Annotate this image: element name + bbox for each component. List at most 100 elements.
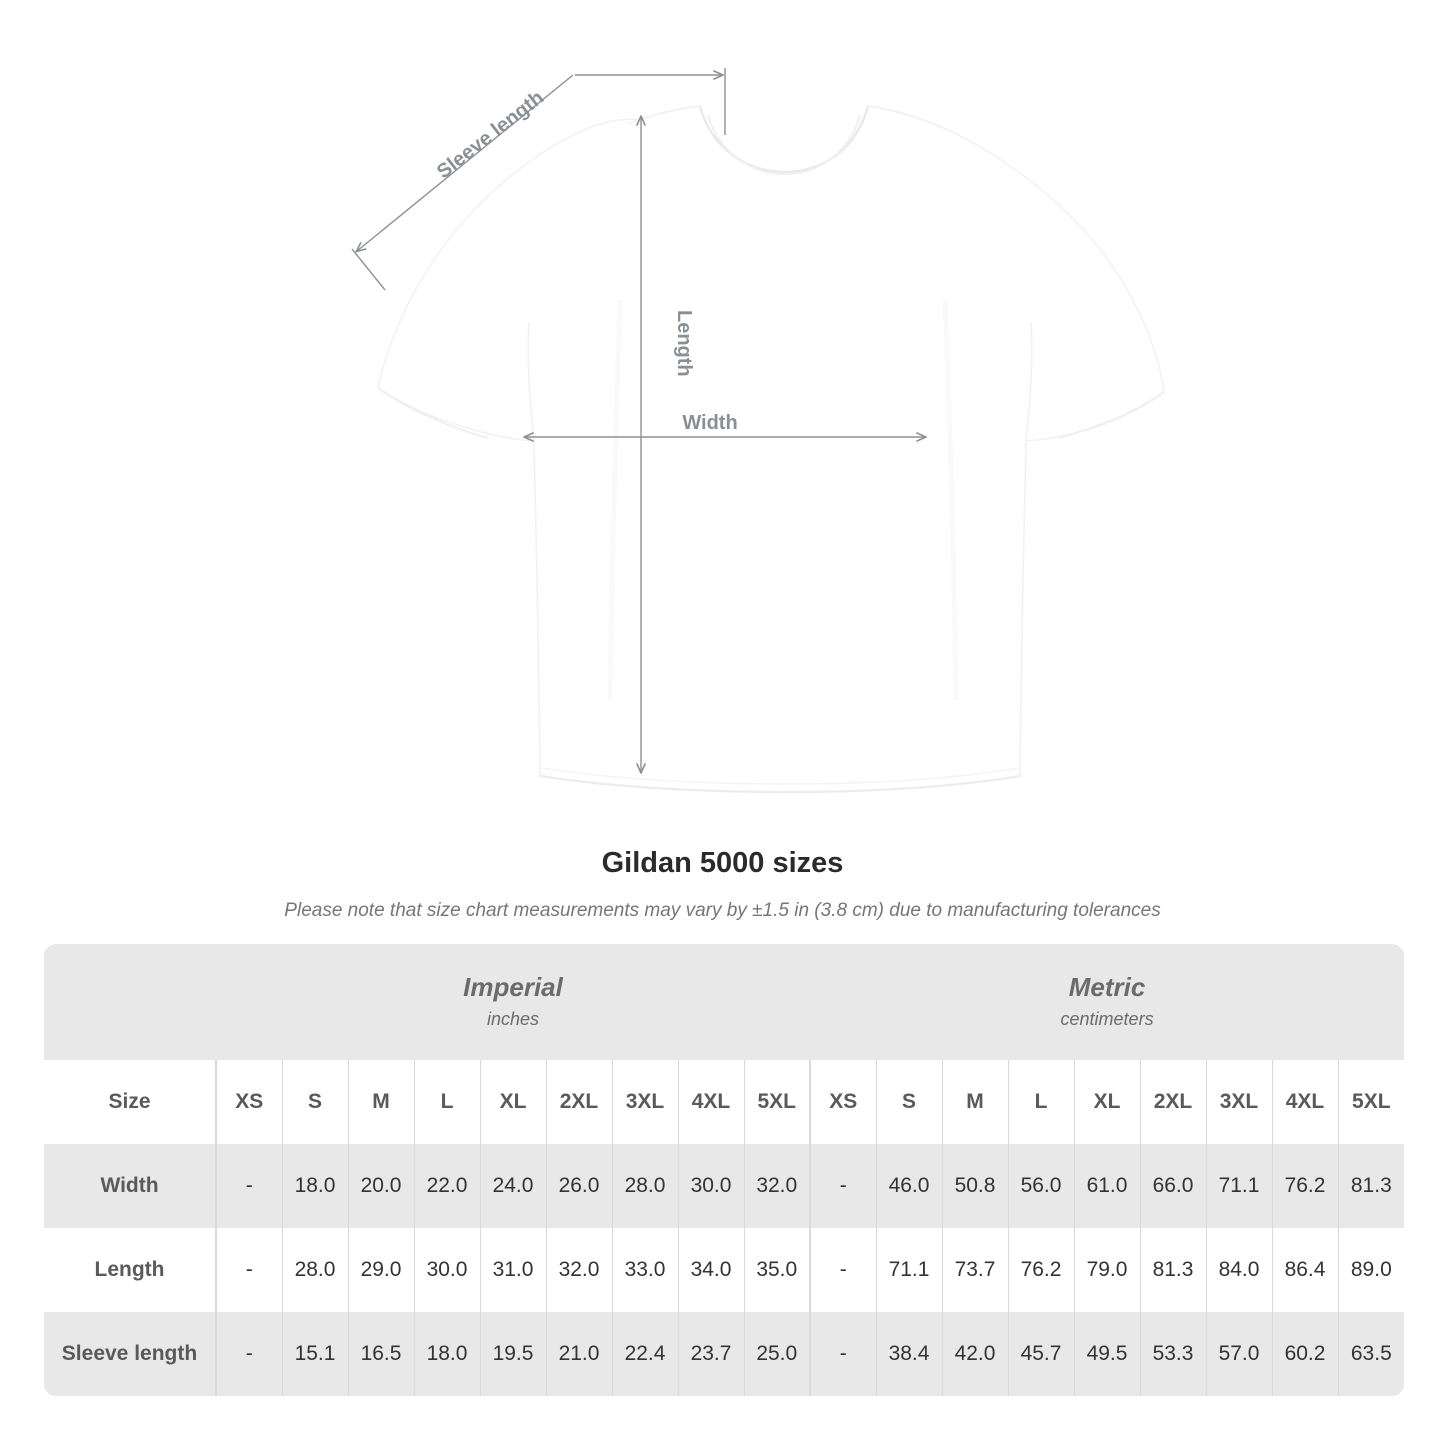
cell-length-imperial-m: 29.0	[347, 1228, 414, 1312]
size-header-metric-s: S	[875, 1060, 943, 1144]
cell-length-metric-3xl: 84.0	[1205, 1228, 1273, 1312]
shirt-body	[377, 105, 1165, 793]
cell-length-imperial-xl: 31.0	[479, 1228, 546, 1312]
cell-width-imperial-3xl: 28.0	[611, 1144, 678, 1228]
cell-length-imperial-xs: -	[215, 1228, 282, 1312]
cell-width-imperial-2xl: 26.0	[545, 1144, 612, 1228]
cell-sleeve-length-imperial-m: 16.5	[347, 1312, 414, 1396]
cell-length-imperial-3xl: 33.0	[611, 1228, 678, 1312]
cell-sleeve-length-imperial-xs: -	[215, 1312, 282, 1396]
unit-group-metric: Metric centimeters	[810, 944, 1405, 1060]
length-dimension: Length	[636, 115, 695, 774]
size-header-imperial-5xl: 5XL	[743, 1060, 811, 1144]
cell-sleeve-length-metric-5xl: 63.5	[1337, 1312, 1405, 1396]
cell-sleeve-length-metric-xl: 49.5	[1073, 1312, 1141, 1396]
measurement-label: Length	[44, 1228, 216, 1312]
size-header-imperial-4xl: 4XL	[677, 1060, 744, 1144]
unit-group-subtitle: inches	[486, 1009, 540, 1029]
cell-sleeve-length-imperial-5xl: 25.0	[743, 1312, 811, 1396]
size-header-metric-l: L	[1007, 1060, 1075, 1144]
size-header-imperial-s: S	[281, 1060, 348, 1144]
left-shoulder-fold	[627, 105, 701, 125]
size-table: Imperial inches Metric centimeters Size XS S M L…	[44, 944, 1405, 1396]
cell-length-imperial-5xl: 35.0	[743, 1228, 811, 1312]
cell-width-metric-xs: -	[809, 1144, 877, 1228]
unit-banner-spacer	[44, 944, 216, 1060]
unit-group-name: Imperial	[463, 972, 563, 1002]
size-header-label: Size	[44, 1060, 216, 1144]
cell-length-metric-5xl: 89.0	[1337, 1228, 1405, 1312]
size-header-imperial-xl: XL	[479, 1060, 546, 1144]
cell-width-imperial-s: 18.0	[281, 1144, 348, 1228]
cell-width-imperial-xl: 24.0	[479, 1144, 546, 1228]
cell-sleeve-length-imperial-2xl: 21.0	[545, 1312, 612, 1396]
tshirt-measurement-diagram: Sleeve length Length Width	[351, 68, 1165, 794]
cell-sleeve-length-imperial-s: 15.1	[281, 1312, 348, 1396]
table-row: Sleeve length -15.1 16.5 18.0 19.5 21.0 22.4 23…	[44, 1312, 1405, 1396]
right-sleeve-seam	[1025, 321, 1033, 442]
size-header-metric-3xl: 3XL	[1205, 1060, 1273, 1144]
size-header-imperial-2xl: 2XL	[545, 1060, 612, 1144]
cell-sleeve-length-metric-2xl: 53.3	[1139, 1312, 1207, 1396]
tshirt-illustration	[377, 105, 1165, 794]
right-shoulder-fold	[867, 105, 943, 129]
left-sleeve-seam	[527, 321, 535, 442]
sleeve-arrow-diagonal	[355, 74, 574, 253]
cell-width-metric-s: 46.0	[875, 1144, 943, 1228]
cell-width-metric-m: 50.8	[941, 1144, 1009, 1228]
measurement-label: Sleeve length	[44, 1312, 216, 1396]
cell-length-metric-l: 76.2	[1007, 1228, 1075, 1312]
size-header-metric-xl: XL	[1073, 1060, 1141, 1144]
size-header-metric-xs: XS	[809, 1060, 877, 1144]
size-header-metric-m: M	[941, 1060, 1009, 1144]
cell-sleeve-length-metric-m: 42.0	[941, 1312, 1009, 1396]
cell-sleeve-length-metric-4xl: 60.2	[1271, 1312, 1339, 1396]
cell-sleeve-length-imperial-xl: 19.5	[479, 1312, 546, 1396]
width-dimension: Width	[523, 412, 927, 442]
title-block: Gildan 5000 sizes Please note that size …	[0, 845, 1445, 923]
cell-width-imperial-4xl: 30.0	[677, 1144, 744, 1228]
unit-group-imperial: Imperial inches	[216, 944, 811, 1060]
cell-sleeve-length-imperial-3xl: 22.4	[611, 1312, 678, 1396]
cell-length-metric-4xl: 86.4	[1271, 1228, 1339, 1312]
sleeve-hem-tick	[351, 248, 386, 291]
cell-length-imperial-s: 28.0	[281, 1228, 348, 1312]
size-header-metric-5xl: 5XL	[1337, 1060, 1405, 1144]
cell-width-imperial-l: 22.0	[413, 1144, 480, 1228]
cell-width-metric-l: 56.0	[1007, 1144, 1075, 1228]
size-header-imperial-3xl: 3XL	[611, 1060, 678, 1144]
size-header-imperial-m: M	[347, 1060, 414, 1144]
size-header-metric-4xl: 4XL	[1271, 1060, 1339, 1144]
cell-length-metric-m: 73.7	[941, 1228, 1009, 1312]
cell-sleeve-length-metric-l: 45.7	[1007, 1312, 1075, 1396]
cell-width-imperial-5xl: 32.0	[743, 1144, 811, 1228]
left-sleeve-hem	[377, 387, 489, 439]
bottom-hem-inner	[541, 767, 1019, 785]
size-table-container: Imperial inches Metric centimeters Size XS S M L…	[44, 944, 1405, 1396]
cell-length-metric-xs: -	[809, 1228, 877, 1312]
cell-length-imperial-4xl: 34.0	[677, 1228, 744, 1312]
cell-length-imperial-l: 30.0	[413, 1228, 480, 1312]
cell-width-imperial-xs: -	[215, 1144, 282, 1228]
cell-sleeve-length-imperial-4xl: 23.7	[677, 1312, 744, 1396]
measurement-label: Width	[44, 1144, 216, 1228]
unit-group-subtitle: centimeters	[1060, 1009, 1154, 1029]
right-sleeve-hem	[1057, 391, 1165, 439]
cell-sleeve-length-metric-s: 38.4	[875, 1312, 943, 1396]
cell-length-metric-2xl: 81.3	[1139, 1228, 1207, 1312]
cell-length-imperial-2xl: 32.0	[545, 1228, 612, 1312]
table-row: Length -28.0 29.0 30.0 31.0 32.0 33.0 34.0 35.0-…	[44, 1228, 1405, 1312]
size-header-row: Size XS S M L XL 2XL 3XL 4XL 5XL XS S M L XL 2XL 3XL 4XL 5…	[44, 1060, 1405, 1144]
length-label: Length	[673, 310, 695, 377]
unit-banner-row: Imperial inches Metric centimeters	[44, 944, 1405, 1060]
size-header-imperial-l: L	[413, 1060, 480, 1144]
cell-width-metric-xl: 61.0	[1073, 1144, 1141, 1228]
body-fold-right	[942, 299, 959, 701]
cell-width-metric-5xl: 81.3	[1337, 1144, 1405, 1228]
page-title: Gildan 5000 sizes	[601, 847, 844, 879]
tolerance-note: Please note that size chart measurements…	[284, 900, 1161, 921]
cell-sleeve-length-metric-xs: -	[809, 1312, 877, 1396]
width-label: Width	[682, 412, 737, 434]
size-header-metric-2xl: 2XL	[1139, 1060, 1207, 1144]
